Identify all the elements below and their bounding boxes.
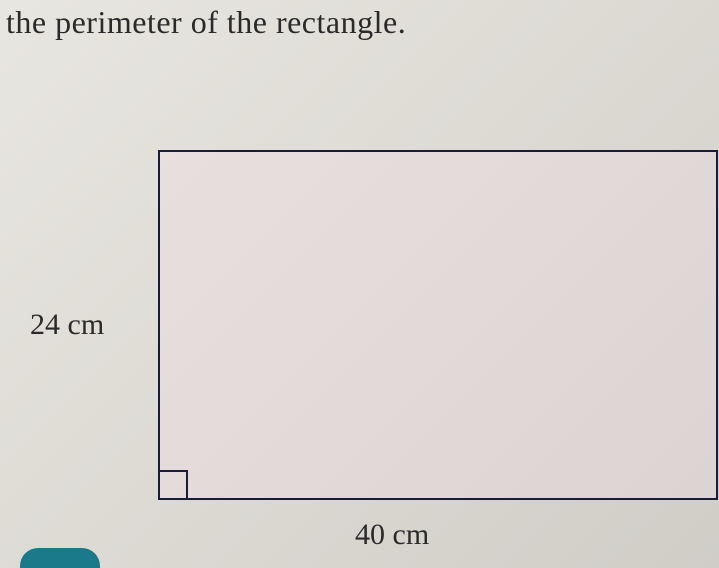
diagram-area: 24 cm 40 cm <box>0 130 719 550</box>
height-label: 24 cm <box>30 308 104 342</box>
rectangle-shape <box>158 150 718 500</box>
right-angle-marker <box>160 470 188 498</box>
question-text: the perimeter of the rectangle. <box>6 4 406 41</box>
width-label: 40 cm <box>355 518 429 552</box>
bottom-accent-decoration <box>20 548 100 568</box>
